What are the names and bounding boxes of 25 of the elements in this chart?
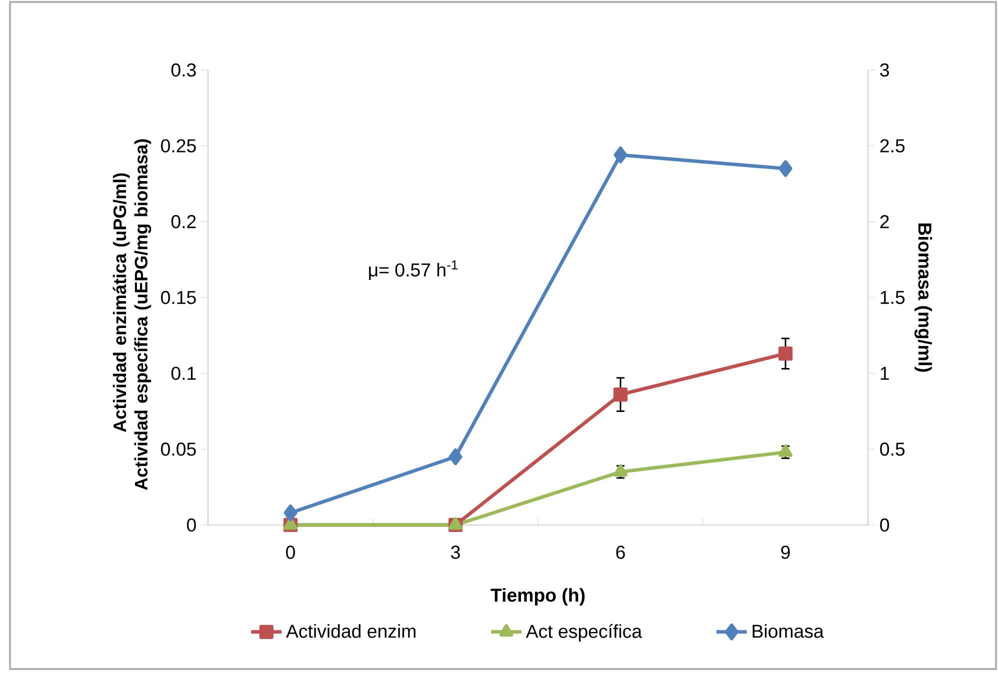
y-tick-label: 0.1: [171, 366, 196, 380]
annotation: μ= 0.57 h$^{-1}$: [369, 260, 458, 280]
x-tick-label: 6: [616, 546, 625, 559]
y-tick-label: 0.2: [171, 215, 196, 228]
y2-tick-label: 0: [880, 518, 890, 532]
y2-tick-label: 3: [880, 63, 889, 77]
y2-tick-label: 2.5: [880, 139, 905, 152]
y2-tick-label: 1.5: [880, 290, 905, 304]
x-tick-label: 0: [286, 546, 295, 559]
y-tick-label: 0.3: [171, 63, 196, 77]
y-tick-label: 0.15: [161, 290, 196, 304]
legend-label: Actividad enzim: [286, 624, 416, 638]
y-tick-label: 0.25: [161, 139, 196, 152]
y-tick-label: 0.05: [161, 442, 196, 456]
y-tick-label: 0: [186, 518, 196, 532]
y2-axis-title: Biomasa (mg/ml): [914, 224, 932, 372]
x-tick-label: 9: [781, 546, 790, 559]
legend-label: Act específica: [526, 624, 642, 642]
legend-label: Biomasa: [752, 624, 824, 638]
y2-tick-label: 0.5: [880, 442, 905, 456]
y-axis-title: Actividad enzimática (uPG/ml) Actividad específica (uEPG/mg biomasa): [112, 139, 152, 490]
x-tick-label: 3: [451, 546, 460, 559]
y2-tick-label: 2: [880, 215, 889, 228]
y2-tick-label: 1: [880, 366, 889, 380]
x-axis-title: Tiempo (h): [490, 588, 585, 606]
